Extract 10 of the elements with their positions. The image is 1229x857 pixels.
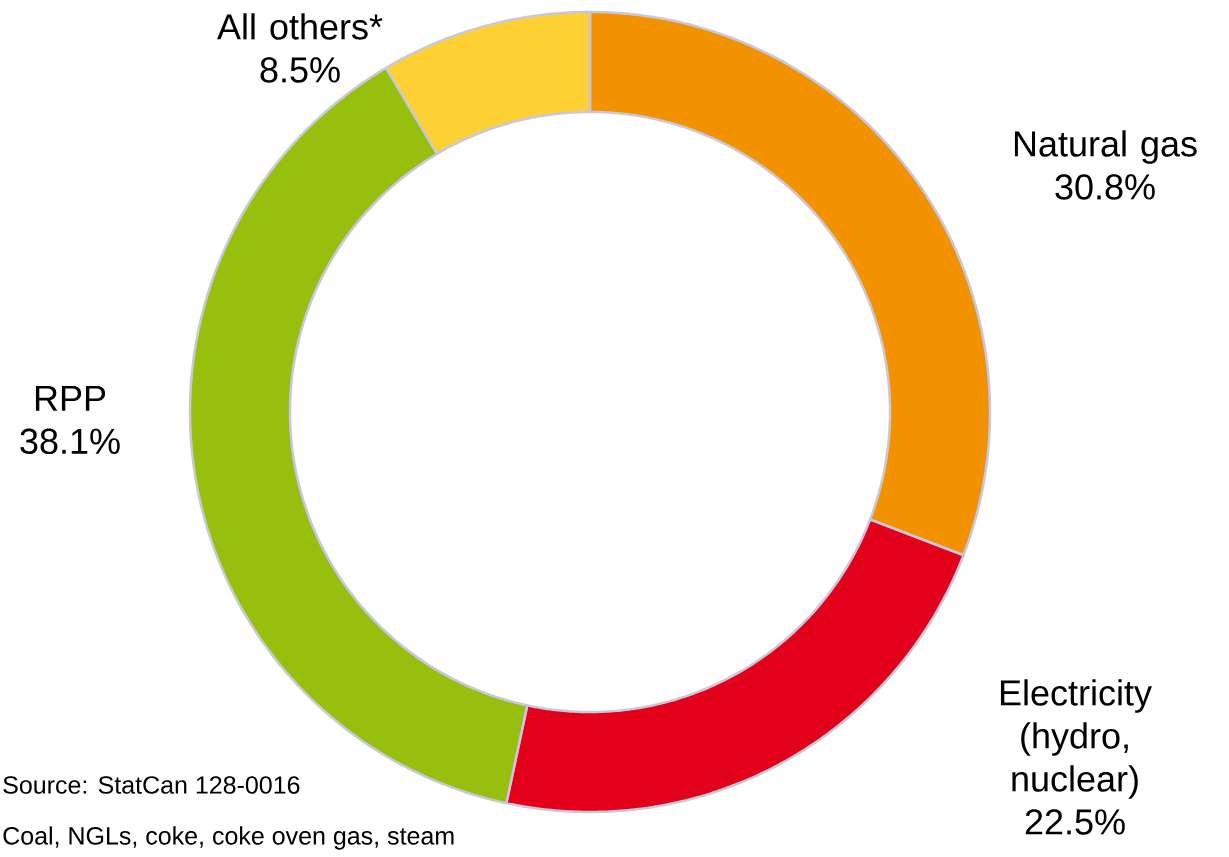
data-label: 8.5%	[260, 57, 340, 83]
data-label: 38.1%	[20, 428, 120, 455]
source-note: Source: StatCan 128-0016	[3, 776, 300, 794]
text: Coal, NGLs, coke, coke oven gas, steam	[3, 826, 454, 850]
slice-label: RPP	[35, 385, 106, 411]
slice-label: Electricity (hydro, nuclear)	[1000, 679, 1152, 799]
data-label: 22.5%	[1025, 809, 1125, 835]
data-label: 30.8%	[1055, 174, 1155, 200]
slice-label: Natural gas	[1014, 130, 1197, 164]
slice-label: All others*	[217, 13, 383, 40]
